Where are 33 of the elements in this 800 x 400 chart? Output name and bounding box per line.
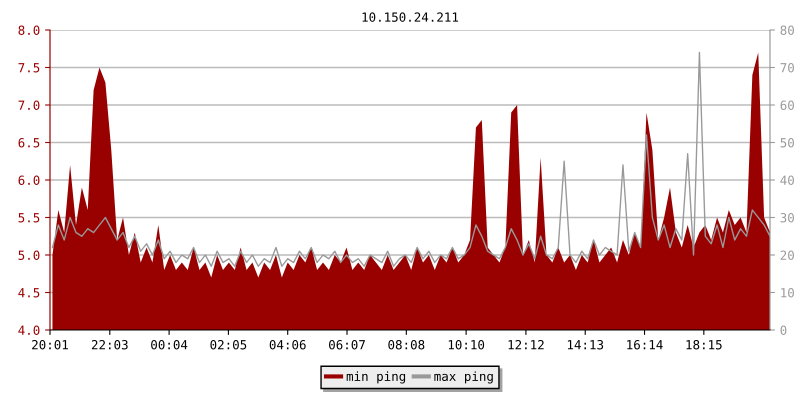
y-tick-label: 6.5 [18,138,40,148]
y2-tick-label: 0 [780,326,786,335]
legend-label: max ping [434,371,493,384]
x-tick-label: 22:03 [92,340,128,350]
y-tick-label: 7.5 [18,63,40,72]
y2-tick-label: 10 [781,288,794,298]
y2-tick-label: 70 [780,63,794,72]
y2-tick-label: 20 [780,250,794,260]
x-tick-label: 14:13 [568,340,604,350]
legend-label: min ping [346,371,406,384]
y2-tick-label: 50 [780,138,794,148]
x-tick-label: 04:06 [270,340,306,350]
x-tick-label: 12:12 [508,340,544,350]
y-tick-label: 8.0 [18,26,40,35]
y-tick-label: 6.0 [18,176,40,185]
y-tick-label: 5.5 [18,213,40,222]
y-tick-label: 5.0 [18,250,40,260]
x-tick-label: 10:10 [448,340,484,350]
y2-tick-label: 40 [780,176,794,185]
y-tick-label: 7.0 [18,100,40,110]
y-tick-label: 4.0 [18,326,40,335]
x-tick-label: 18:15 [686,340,722,350]
x-tick-label: 16:14 [627,340,663,350]
y2-tick-label: 80 [780,26,794,35]
x-tick-label: 02:05 [210,340,246,350]
x-tick-label: 06:07 [329,340,365,350]
x-tick-label: 00:04 [151,340,188,350]
y2-tick-label: 30 [780,213,794,222]
x-tick-label: 20:01 [32,340,68,350]
chart-title: 10.150.24.211 [362,12,458,22]
x-tick-label: 08:08 [388,340,424,350]
y2-tick-label: 60 [780,100,794,110]
y-tick-label: 4.5 [18,288,40,298]
